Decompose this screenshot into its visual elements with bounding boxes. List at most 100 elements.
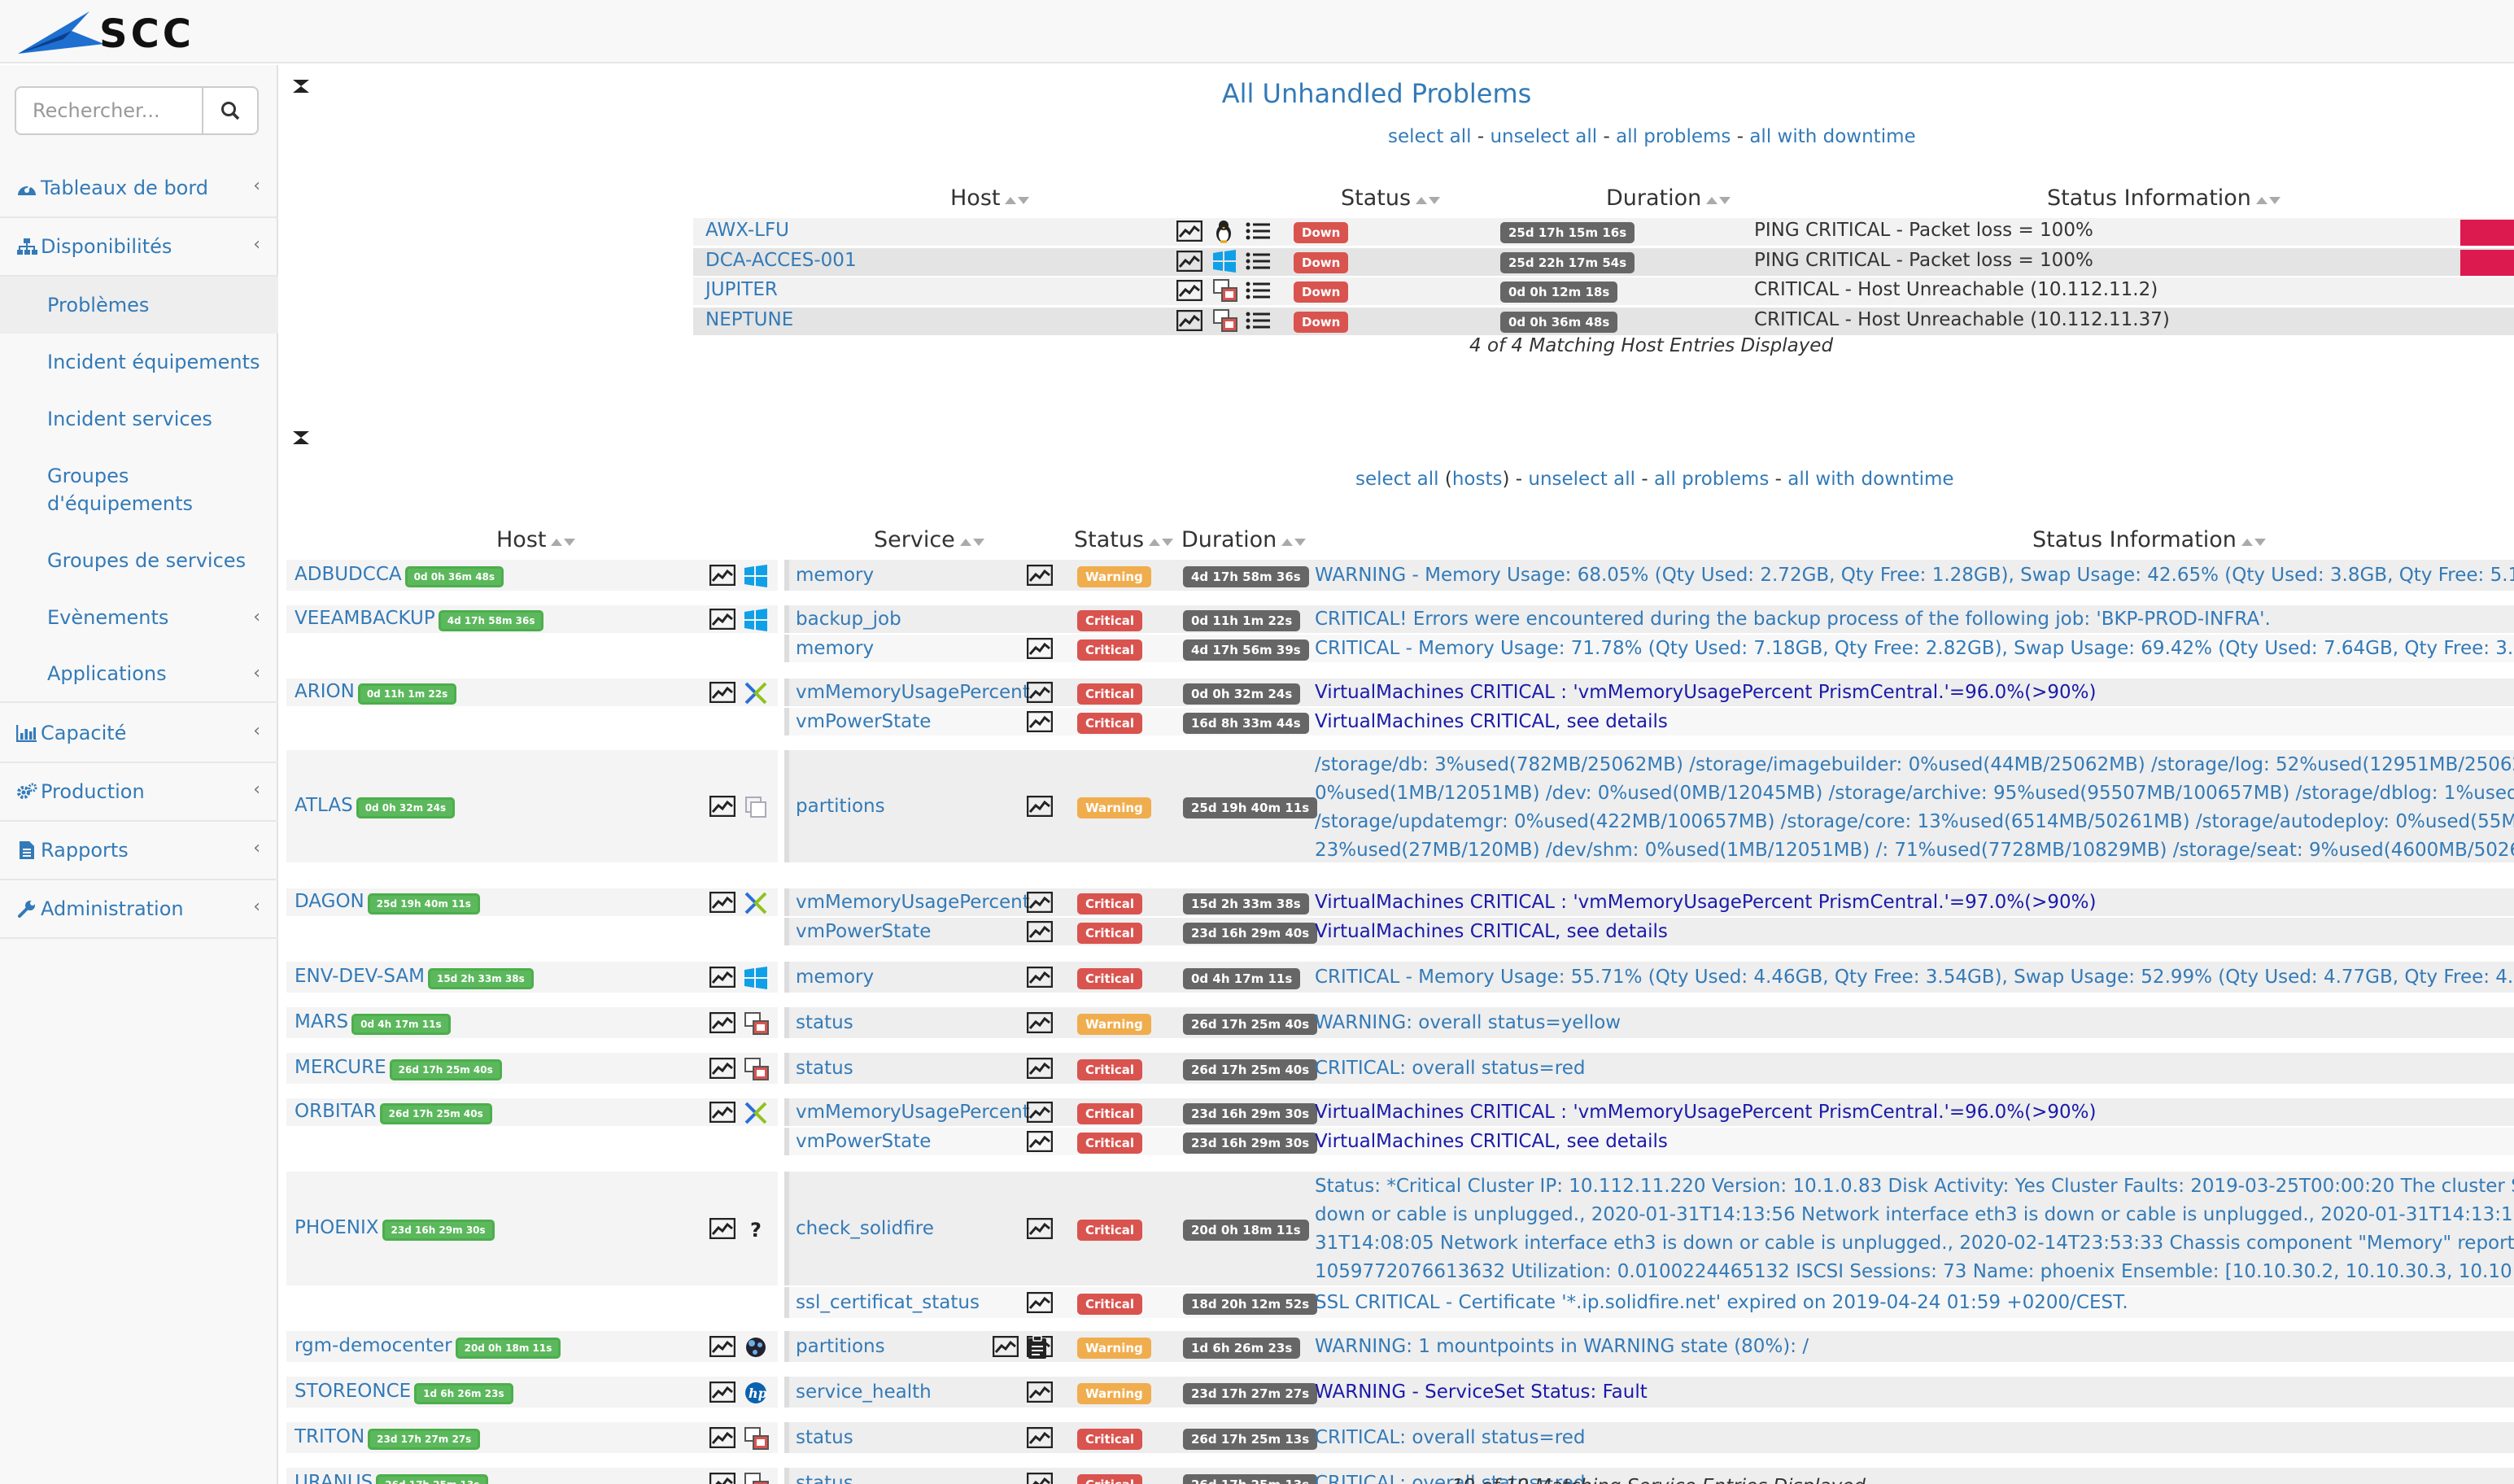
- sidebar-item-capacite[interactable]: Capacité ‹: [0, 705, 278, 763]
- graph-icon[interactable]: [709, 1011, 737, 1037]
- service-link[interactable]: vmMemoryUsagePercent: [796, 1102, 1030, 1123]
- service-link[interactable]: vmPowerState: [796, 711, 932, 732]
- sort-icon[interactable]: [959, 535, 986, 547]
- all-problems-link[interactable]: all problems: [1653, 469, 1770, 490]
- svc-duration-column-header[interactable]: Duration: [1181, 527, 1307, 552]
- svc-status-column-header[interactable]: Status: [1074, 527, 1175, 552]
- sort-icon[interactable]: [2255, 194, 2282, 205]
- sort-icon[interactable]: [1416, 194, 1442, 205]
- host-link[interactable]: ARION: [295, 681, 355, 702]
- graph-icon[interactable]: [1026, 1472, 1054, 1484]
- graph-icon[interactable]: [1026, 1057, 1054, 1082]
- host-link[interactable]: DAGON: [295, 891, 364, 912]
- sort-icon[interactable]: [2241, 535, 2267, 547]
- graph-icon[interactable]: [1176, 250, 1204, 275]
- sort-icon[interactable]: [551, 535, 577, 547]
- service-link[interactable]: service_health: [796, 1381, 932, 1403]
- graph-icon[interactable]: [1026, 681, 1054, 706]
- graph-icon[interactable]: [1026, 1217, 1054, 1242]
- sidebar-subitem-problemes[interactable]: Problèmes: [0, 277, 278, 334]
- sidebar-subitem-applications[interactable]: Applications ‹: [0, 646, 278, 703]
- service-link[interactable]: ssl_certificat_status: [796, 1292, 980, 1313]
- graph-icon[interactable]: [1026, 710, 1054, 735]
- service-link[interactable]: backup_job: [796, 609, 901, 630]
- host-link[interactable]: URANUS: [295, 1472, 373, 1484]
- graph-icon[interactable]: [1026, 1426, 1054, 1451]
- sort-icon[interactable]: [1281, 535, 1307, 547]
- graph-icon[interactable]: [1026, 795, 1054, 820]
- duration-column-header[interactable]: Duration: [1606, 186, 1732, 211]
- graph-icon[interactable]: [1026, 920, 1054, 945]
- select-all-link[interactable]: select all: [1388, 126, 1472, 147]
- host-link[interactable]: ADBUDCCA: [295, 564, 402, 585]
- host-link[interactable]: NEPTUNE: [705, 308, 794, 330]
- svc-host-column-header[interactable]: Host: [496, 527, 577, 552]
- host-link[interactable]: JUPITER: [705, 279, 778, 300]
- host-link[interactable]: MERCURE: [295, 1057, 386, 1078]
- sort-icon[interactable]: [1149, 535, 1175, 547]
- sidebar-item-administration[interactable]: Administration ‹: [0, 880, 278, 939]
- sidebar-subitem-incident-equipements[interactable]: Incident équipements: [0, 334, 278, 391]
- sidebar-item-disponibilites[interactable]: Disponibilités ‹: [0, 218, 278, 277]
- host-link[interactable]: AWX-LFU: [705, 220, 790, 241]
- host-link[interactable]: ORBITAR: [295, 1101, 377, 1122]
- list-icon[interactable]: [1245, 220, 1272, 245]
- host-column-header[interactable]: Host: [950, 186, 1031, 211]
- search-button[interactable]: [202, 86, 259, 135]
- service-link[interactable]: memory: [796, 638, 875, 659]
- host-link[interactable]: DCA-ACCES-001: [705, 249, 857, 271]
- service-link[interactable]: status: [796, 1427, 853, 1448]
- graph-icon[interactable]: [1026, 891, 1054, 916]
- service-link[interactable]: status: [796, 1058, 853, 1079]
- graph-icon[interactable]: [709, 966, 737, 991]
- status-column-header[interactable]: Status: [1341, 186, 1442, 211]
- sort-icon[interactable]: [1706, 194, 1732, 205]
- service-link[interactable]: vmMemoryUsagePercent: [796, 682, 1030, 703]
- service-link[interactable]: memory: [796, 967, 875, 988]
- select-all-link[interactable]: select all: [1355, 469, 1439, 490]
- service-link[interactable]: vmPowerState: [796, 921, 932, 942]
- scc-logo[interactable]: SCC: [15, 7, 242, 57]
- svc-info-column-header[interactable]: Status Information: [2032, 527, 2267, 552]
- graph-icon[interactable]: [709, 795, 737, 820]
- sidebar-subitem-groupes-services[interactable]: Groupes de services: [0, 532, 278, 589]
- collapse-icon[interactable]: [291, 78, 311, 94]
- host-link[interactable]: PHOENIX: [295, 1217, 379, 1238]
- service-link[interactable]: memory: [796, 565, 875, 586]
- graph-icon[interactable]: [992, 1335, 1020, 1360]
- service-link[interactable]: vmMemoryUsagePercent: [796, 892, 1030, 913]
- list-icon[interactable]: [1245, 310, 1272, 334]
- graph-icon[interactable]: [709, 681, 737, 706]
- host-link[interactable]: STOREONCE: [295, 1381, 412, 1402]
- service-link[interactable]: status: [796, 1012, 853, 1033]
- graph-icon[interactable]: [1176, 220, 1204, 245]
- all-with-downtime-link[interactable]: all with downtime: [1749, 126, 1916, 147]
- svc-service-column-header[interactable]: Service: [874, 527, 986, 552]
- graph-icon[interactable]: [1026, 966, 1054, 991]
- service-link[interactable]: status: [796, 1473, 853, 1484]
- graph-icon[interactable]: [1026, 1381, 1054, 1406]
- graph-icon[interactable]: [1176, 279, 1204, 304]
- host-link[interactable]: ENV-DEV-SAM: [295, 966, 425, 987]
- sort-icon[interactable]: [1005, 194, 1031, 205]
- sidebar-item-tableaux-de-bord[interactable]: Tableaux de bord ‹: [0, 159, 278, 218]
- service-link[interactable]: partitions: [796, 796, 885, 817]
- host-link[interactable]: rgm-democenter: [295, 1335, 452, 1356]
- graph-icon[interactable]: [709, 564, 737, 589]
- host-link[interactable]: VEEAMBACKUP: [295, 608, 435, 629]
- graph-icon[interactable]: [1026, 564, 1054, 589]
- graph-icon[interactable]: [1026, 1130, 1054, 1155]
- sidebar-subitem-evenements[interactable]: Evènements ‹: [0, 589, 278, 646]
- graph-icon[interactable]: [709, 1335, 737, 1360]
- graph-icon[interactable]: [709, 608, 737, 633]
- sidebar-item-rapports[interactable]: Rapports ‹: [0, 822, 278, 880]
- all-with-downtime-link[interactable]: all with downtime: [1787, 469, 1954, 490]
- list-icon[interactable]: [1245, 251, 1272, 275]
- sidebar-subitem-groupes-equipements[interactable]: Groupes d'équipements: [0, 447, 278, 532]
- select-all-hosts-link[interactable]: hosts: [1451, 469, 1503, 490]
- graph-icon[interactable]: [709, 1472, 737, 1484]
- host-link[interactable]: MARS: [295, 1011, 349, 1032]
- info-column-header[interactable]: Status Information: [2047, 186, 2282, 211]
- graph-icon[interactable]: [709, 1057, 737, 1082]
- graph-icon[interactable]: [709, 1381, 737, 1406]
